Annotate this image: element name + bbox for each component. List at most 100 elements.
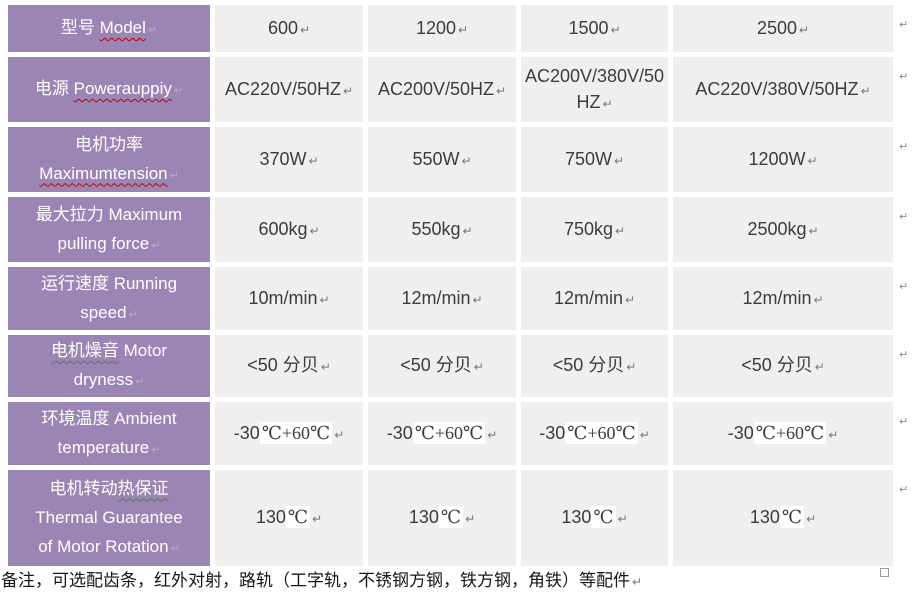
text-segment: 750kg xyxy=(563,218,613,239)
line-break-mark: ↵ xyxy=(496,83,507,98)
cell-running-speed-col2[interactable]: 12m/min ↵ xyxy=(368,267,516,330)
text-segment: <50 分贝 xyxy=(741,355,813,375)
line-break-mark: ↵ xyxy=(319,292,330,307)
row-label-power-supply[interactable]: 电源 Powerauppiy ↵ xyxy=(8,57,210,122)
line-break-mark: ↵ xyxy=(457,22,469,37)
cell-motor-noise-col4[interactable]: <50 分贝 ↵ xyxy=(673,335,893,397)
table-resize-handle-icon[interactable] xyxy=(880,568,889,577)
label-line: of Motor Rotation ↵ xyxy=(38,532,180,563)
text-segment: temperature xyxy=(57,437,150,457)
text-segment: pulling force xyxy=(57,233,150,253)
cell-ambient-temperature-col2[interactable]: -30 ℃+60℃ ↵ xyxy=(368,402,516,465)
line-break-mark: ↵ xyxy=(602,96,613,111)
cell-model-col3[interactable]: 1500 ↵ xyxy=(521,5,668,52)
cell-model-col1[interactable]: 600 ↵ xyxy=(215,5,363,52)
cell-max-pulling-force-col4[interactable]: 2500kg ↵ xyxy=(673,197,893,262)
text-segment: 1200W xyxy=(748,148,806,169)
end-of-row-mark: ↵ xyxy=(899,280,909,293)
line-break-mark: ↵ xyxy=(472,292,483,307)
cell-value: 1200W ↵ xyxy=(676,146,890,174)
highlighted-text: ℃ xyxy=(285,506,311,528)
cell-motor-noise-col2[interactable]: <50 分贝 ↵ xyxy=(368,335,516,397)
line-break-mark: ↵ xyxy=(808,223,819,238)
cell-running-speed-col4[interactable]: 12m/min ↵ xyxy=(673,267,893,330)
cell-max-pulling-force-col2[interactable]: 550kg ↵ xyxy=(368,197,516,262)
cell-running-speed-col3[interactable]: 12m/min ↵ xyxy=(521,267,668,330)
row-label-ambient-temperature[interactable]: 环境温度 Ambient temperature ↵ xyxy=(8,402,210,465)
cell-power-supply-col1[interactable]: AC220V/50HZ ↵ xyxy=(215,57,363,122)
cell-model-col2[interactable]: 1200 ↵ xyxy=(368,5,516,52)
row-label-motor-power[interactable]: 电机功率 Maximumtension ↵ xyxy=(8,127,210,192)
spellcheck-squiggle-text: Powerauppiy xyxy=(73,79,172,98)
line-break-mark: ↵ xyxy=(610,22,621,37)
cell-power-supply-col2[interactable]: AC200V/50HZ ↵ xyxy=(368,57,516,122)
label-line: 电机转动热保证 xyxy=(50,474,169,503)
line-break-mark: ↵ xyxy=(343,83,354,98)
cell-max-pulling-force-col1[interactable]: 600kg ↵ xyxy=(215,197,363,262)
cell-value: 12m/min ↵ xyxy=(676,285,890,313)
cell-value: -30 ℃+60℃ ↵ xyxy=(218,420,360,448)
line-break-mark: ↵ xyxy=(487,427,498,442)
line-break-mark: ↵ xyxy=(798,22,810,37)
line-break-mark: ↵ xyxy=(614,223,626,238)
text-segment: -30 xyxy=(539,422,566,443)
cell-thermal-guarantee-col1[interactable]: 130 ℃ ↵ xyxy=(215,470,363,566)
footnote-line[interactable]: 备注，可选配齿条，红外对射，路轨（工字轨，不锈钢方钢，铁方钢，角铁）等配件 ↵ xyxy=(1,568,911,595)
text-segment: Thermal Guarantee xyxy=(35,507,183,527)
text-segment: -30 xyxy=(727,422,754,443)
end-of-cell-mark: ↵ xyxy=(128,307,138,321)
cell-running-speed-col1[interactable]: 10m/min ↵ xyxy=(215,267,363,330)
row-label-model[interactable]: 型号 Model ↵ xyxy=(8,5,210,52)
label-line: 环境温度 Ambient xyxy=(41,404,176,433)
row-label-running-speed[interactable]: 运行速度 Running speed ↵ xyxy=(8,267,210,330)
label-line: pulling force ↵ xyxy=(58,229,161,260)
cell-thermal-guarantee-col3[interactable]: 130 ℃ ↵ xyxy=(521,470,668,566)
line-break-mark: ↵ xyxy=(807,153,818,168)
cell-model-col4[interactable]: 2500 ↵ xyxy=(673,5,893,52)
cell-value: 12m/min ↵ xyxy=(371,285,513,313)
cell-thermal-guarantee-col4[interactable]: 130 ℃ ↵ xyxy=(673,470,893,566)
text-segment: 12m/min xyxy=(553,287,623,308)
highlighted-text: ℃ xyxy=(591,506,616,528)
cell-motor-noise-col1[interactable]: <50 分贝 ↵ xyxy=(215,335,363,397)
end-of-cell-mark: ↵ xyxy=(151,238,161,252)
cell-power-supply-col3[interactable]: AC200V/380V/50HZ ↵ xyxy=(521,57,668,122)
text-segment: AC220V/380V/50HZ xyxy=(695,78,859,99)
label-line: 运行速度 Running xyxy=(41,269,177,298)
highlighted-text: ℃+60℃ xyxy=(753,421,827,444)
end-of-cell-mark: ↵ xyxy=(147,23,158,36)
cell-ambient-temperature-col1[interactable]: -30 ℃+60℃ ↵ xyxy=(215,402,363,465)
cell-motor-power-col3[interactable]: 750W ↵ xyxy=(521,127,668,192)
cell-value: 2500 ↵ xyxy=(676,15,890,43)
cell-value: AC200V/50HZ ↵ xyxy=(371,76,513,104)
text-segment: 12m/min xyxy=(742,287,812,308)
cell-ambient-temperature-col3[interactable]: -30 ℃+60℃ ↵ xyxy=(521,402,668,465)
line-break-mark: ↵ xyxy=(814,360,825,374)
cell-value: 550W ↵ xyxy=(371,146,513,174)
cell-motor-noise-col3[interactable]: <50 分贝 ↵ xyxy=(521,335,668,397)
cell-motor-power-col2[interactable]: 550W ↵ xyxy=(368,127,516,192)
highlighted-text: ℃+60℃ xyxy=(412,421,486,444)
end-of-row-mark: ↵ xyxy=(899,415,909,428)
text-segment: AC200V/380V/50HZ xyxy=(524,65,665,112)
row-label-motor-noise[interactable]: 电机燥音 Motor dryness ↵ xyxy=(8,335,210,397)
line-break-mark: ↵ xyxy=(462,223,473,238)
cell-motor-power-col1[interactable]: 370W ↵ xyxy=(215,127,363,192)
text-segment: Motor xyxy=(118,341,168,360)
cell-value: 750kg ↵ xyxy=(524,216,665,244)
cell-max-pulling-force-col3[interactable]: 750kg ↵ xyxy=(521,197,668,262)
text-segment: dryness xyxy=(73,370,134,389)
cell-value: 2500kg ↵ xyxy=(676,216,890,244)
label-line: dryness ↵ xyxy=(74,365,145,396)
cell-ambient-temperature-col4[interactable]: -30 ℃+60℃ ↵ xyxy=(673,402,893,465)
row-label-max-pulling-force[interactable]: 最大拉力 Maximum pulling force ↵ xyxy=(8,197,210,262)
cell-power-supply-col4[interactable]: AC220V/380V/50HZ ↵ xyxy=(673,57,893,122)
cell-motor-power-col4[interactable]: 1200W ↵ xyxy=(673,127,893,192)
end-of-row-mark: ↵ xyxy=(899,348,909,361)
cell-thermal-guarantee-col2[interactable]: 130 ℃ ↵ xyxy=(368,470,516,566)
label-line: 最大拉力 Maximum xyxy=(36,200,182,229)
row-label-thermal-guarantee[interactable]: 电机转动热保证 Thermal Guarantee of Motor Rotatio… xyxy=(8,470,210,566)
line-break-mark: ↵ xyxy=(334,427,345,442)
highlighted-text: ℃+60℃ xyxy=(565,421,638,444)
